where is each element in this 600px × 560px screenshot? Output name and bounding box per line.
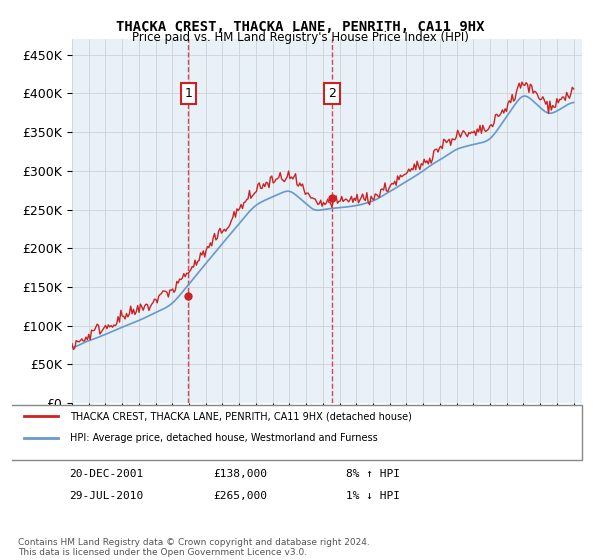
Text: THACKA CREST, THACKA LANE, PENRITH, CA11 9HX (detached house): THACKA CREST, THACKA LANE, PENRITH, CA11… bbox=[70, 411, 412, 421]
Text: 1: 1 bbox=[184, 87, 192, 100]
FancyBboxPatch shape bbox=[6, 405, 582, 460]
Text: 1% ↓ HPI: 1% ↓ HPI bbox=[346, 491, 400, 501]
Text: £138,000: £138,000 bbox=[214, 469, 268, 479]
Text: 2: 2 bbox=[328, 87, 336, 100]
Text: 29-JUL-2010: 29-JUL-2010 bbox=[70, 491, 144, 501]
Text: 8% ↑ HPI: 8% ↑ HPI bbox=[346, 469, 400, 479]
Text: 1: 1 bbox=[0, 559, 1, 560]
Text: £265,000: £265,000 bbox=[214, 491, 268, 501]
Text: 20-DEC-2001: 20-DEC-2001 bbox=[70, 469, 144, 479]
Text: HPI: Average price, detached house, Westmorland and Furness: HPI: Average price, detached house, West… bbox=[70, 433, 377, 444]
Text: THACKA CREST, THACKA LANE, PENRITH, CA11 9HX: THACKA CREST, THACKA LANE, PENRITH, CA11… bbox=[116, 20, 484, 34]
Text: 2: 2 bbox=[0, 559, 1, 560]
Text: Contains HM Land Registry data © Crown copyright and database right 2024.
This d: Contains HM Land Registry data © Crown c… bbox=[18, 538, 370, 557]
Text: Price paid vs. HM Land Registry's House Price Index (HPI): Price paid vs. HM Land Registry's House … bbox=[131, 31, 469, 44]
